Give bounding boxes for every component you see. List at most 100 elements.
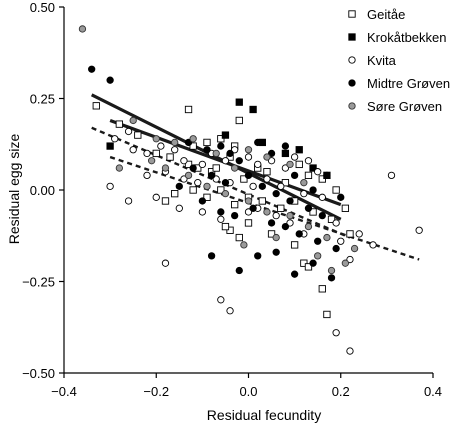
data-point — [314, 237, 322, 245]
y-tick-label: 0.00 — [30, 183, 55, 198]
legend-label: Krokåtbekken — [367, 30, 447, 45]
data-point — [258, 182, 266, 190]
axes: −0.4 −0.2 0.0 0.2 0.4 −0.50 −0.25 0.00 0.25 0.50 — [22, 0, 442, 399]
legend-marker — [348, 56, 356, 64]
data-point — [226, 226, 234, 234]
data-point — [221, 179, 230, 187]
data-point — [300, 179, 308, 187]
data-point — [189, 186, 197, 194]
regression-line-solid — [90, 93, 342, 221]
data-point — [231, 164, 239, 172]
data-point — [318, 175, 326, 183]
legend-item: Geitåe — [348, 7, 405, 22]
data-point — [166, 153, 174, 161]
data-point — [171, 138, 179, 147]
y-tick-label: −0.25 — [22, 275, 55, 290]
data-point — [318, 285, 326, 293]
data-point — [203, 146, 211, 154]
data-point — [244, 197, 253, 205]
data-point — [244, 153, 253, 161]
data-point — [152, 135, 160, 143]
data-point — [217, 142, 225, 150]
data-point — [263, 208, 271, 216]
data-point — [217, 135, 225, 143]
data-point — [281, 149, 290, 158]
data-point — [290, 270, 299, 278]
data-point — [184, 160, 193, 169]
data-point — [286, 197, 294, 205]
data-point — [203, 138, 211, 147]
data-point — [129, 146, 137, 154]
data-point — [171, 146, 179, 154]
data-point — [189, 164, 197, 172]
data-point — [318, 211, 326, 220]
data-point — [309, 259, 317, 267]
data-point — [337, 237, 345, 245]
data-point — [88, 65, 96, 73]
data-point — [272, 190, 280, 198]
data-point — [194, 179, 202, 187]
regression-lines — [90, 93, 420, 261]
data-point — [304, 222, 313, 231]
data-point — [281, 142, 290, 150]
data-point — [332, 219, 340, 227]
data-point — [175, 204, 183, 212]
data-point — [92, 102, 100, 110]
legend-marker — [348, 79, 356, 87]
data-point — [221, 131, 230, 139]
data-point — [286, 160, 294, 169]
data-point — [304, 171, 313, 180]
data-point — [226, 307, 234, 315]
data-point — [175, 182, 183, 190]
data-point — [124, 197, 133, 205]
data-point — [267, 230, 276, 238]
data-point — [272, 211, 280, 220]
data-point — [346, 230, 354, 238]
data-point — [267, 219, 276, 227]
legend-label: Kvita — [367, 53, 397, 68]
data-point — [309, 186, 317, 194]
data-point — [304, 263, 313, 271]
data-point — [281, 179, 290, 187]
data-point — [300, 259, 308, 267]
data-point — [180, 157, 188, 165]
data-point — [221, 190, 230, 198]
data-point — [277, 182, 285, 190]
data-point — [129, 116, 137, 125]
data-point — [235, 116, 243, 125]
y-tick-label: 0.25 — [30, 92, 55, 107]
data-point — [355, 230, 363, 238]
data-points — [78, 25, 423, 355]
data-point — [124, 127, 133, 136]
data-point — [198, 197, 207, 205]
data-point — [134, 131, 142, 139]
data-point — [318, 193, 326, 201]
data-point — [295, 160, 303, 169]
data-point — [327, 274, 336, 282]
data-point — [254, 252, 262, 260]
data-point — [323, 171, 331, 180]
data-point — [327, 215, 336, 223]
data-point — [332, 186, 340, 194]
data-point — [304, 204, 313, 212]
data-point — [203, 182, 211, 190]
data-point — [323, 233, 331, 242]
data-point — [231, 200, 239, 209]
data-point — [212, 164, 220, 172]
data-point — [143, 171, 151, 180]
data-point — [161, 164, 170, 172]
data-point — [258, 197, 266, 205]
data-point — [290, 241, 299, 249]
data-point — [300, 190, 308, 198]
data-point — [231, 211, 239, 220]
y-axis-title: Residual egg size — [6, 134, 22, 245]
data-point — [281, 222, 290, 231]
data-point — [387, 171, 396, 180]
data-point — [337, 193, 345, 201]
data-point — [263, 175, 271, 183]
data-point — [161, 259, 170, 267]
x-tick-label: 0.4 — [424, 384, 442, 399]
data-point — [341, 204, 350, 212]
data-point — [323, 310, 331, 319]
